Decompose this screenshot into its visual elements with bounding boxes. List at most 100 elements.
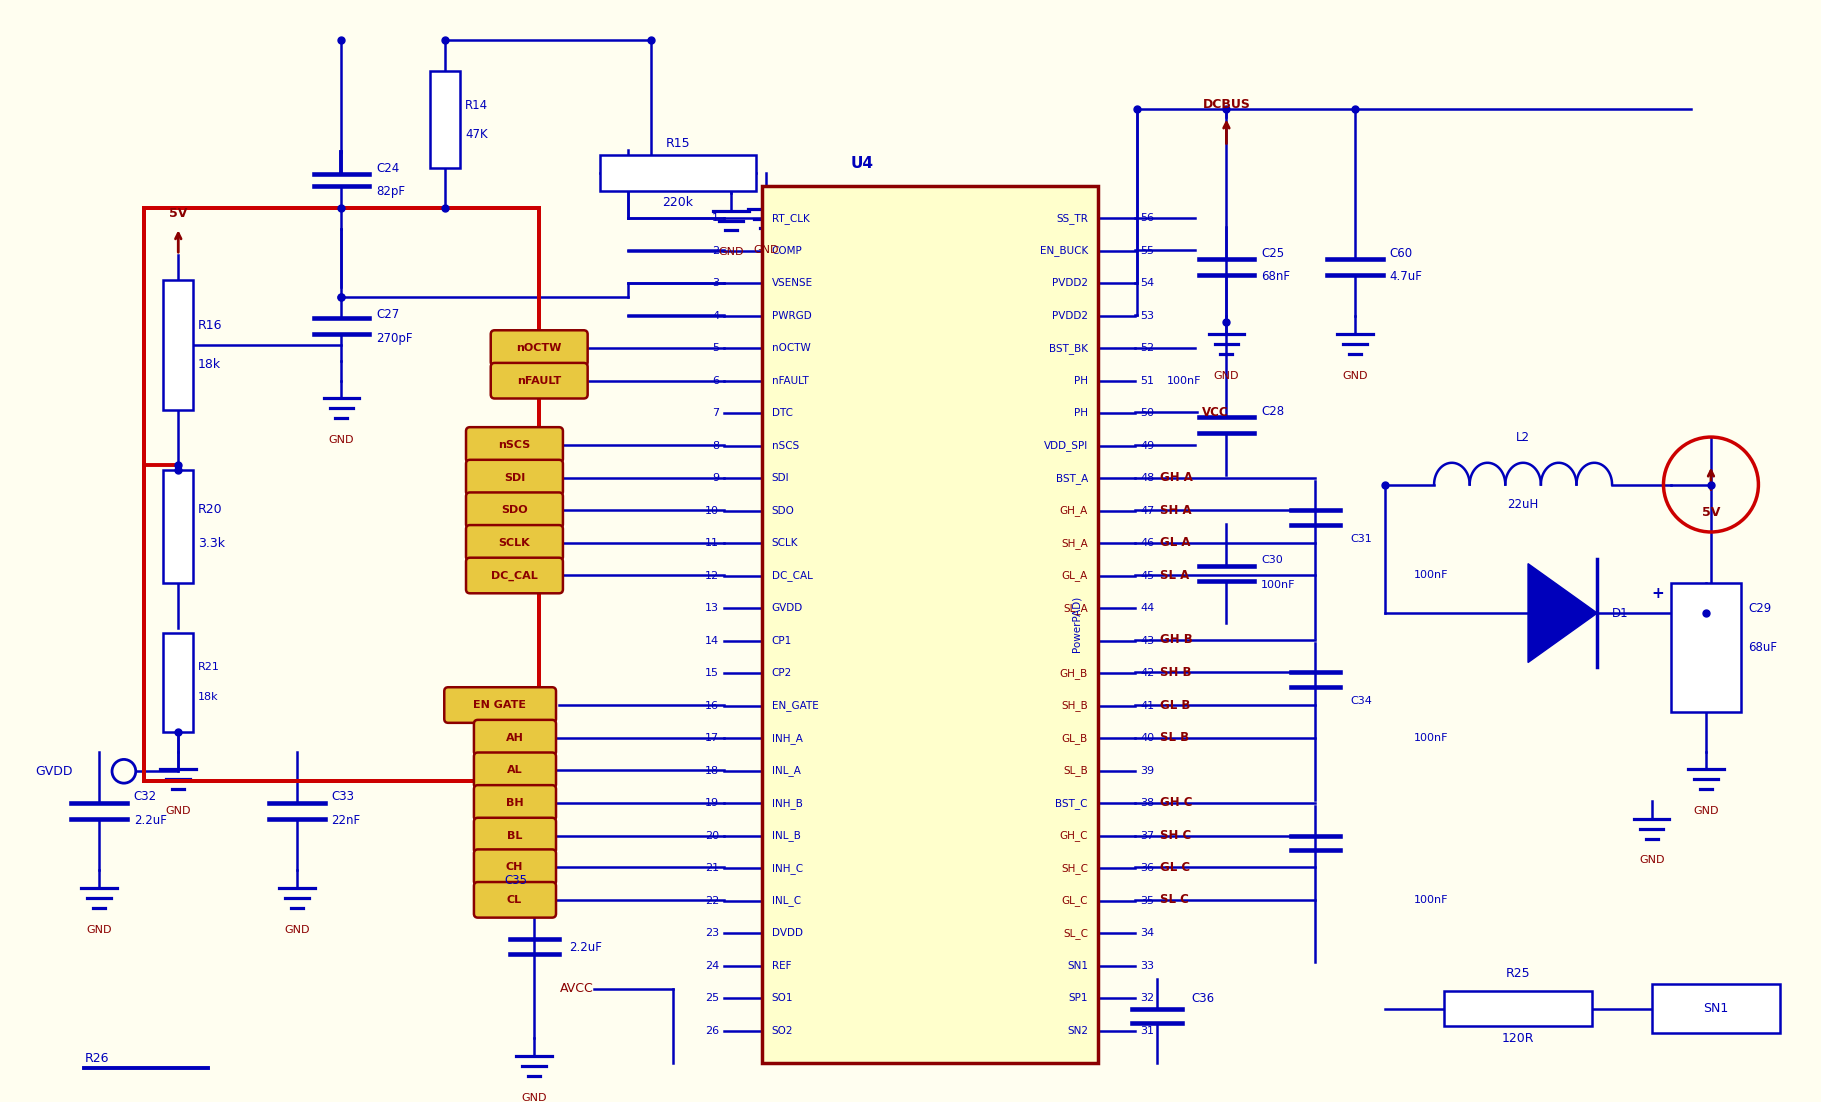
Text: C27: C27 bbox=[377, 307, 399, 321]
FancyBboxPatch shape bbox=[473, 753, 555, 788]
Text: SN1: SN1 bbox=[1067, 961, 1087, 971]
Text: 100nF: 100nF bbox=[1167, 376, 1202, 386]
Text: SH B: SH B bbox=[1160, 666, 1191, 679]
Text: C31: C31 bbox=[1349, 533, 1371, 544]
Text: INH_A: INH_A bbox=[772, 733, 803, 744]
Text: VCC: VCC bbox=[1202, 406, 1229, 419]
Text: EN_BUCK: EN_BUCK bbox=[1040, 246, 1087, 257]
Text: 17: 17 bbox=[705, 733, 719, 743]
Text: GL_B: GL_B bbox=[1062, 733, 1087, 744]
Text: SO1: SO1 bbox=[772, 993, 794, 1003]
Text: CH: CH bbox=[506, 862, 523, 872]
Text: 50: 50 bbox=[1140, 409, 1155, 419]
Text: BST_BK: BST_BK bbox=[1049, 343, 1087, 354]
FancyBboxPatch shape bbox=[466, 428, 563, 463]
Text: 82pF: 82pF bbox=[377, 185, 404, 198]
Text: SDO: SDO bbox=[772, 506, 794, 516]
Text: nFAULT: nFAULT bbox=[517, 376, 561, 386]
Text: 270pF: 270pF bbox=[377, 332, 413, 345]
Text: EN GATE: EN GATE bbox=[473, 700, 526, 710]
Text: 2.2uF: 2.2uF bbox=[133, 814, 168, 828]
Text: SDO: SDO bbox=[501, 505, 528, 516]
Text: nSCS: nSCS bbox=[772, 441, 799, 451]
Text: SH C: SH C bbox=[1160, 829, 1191, 842]
Text: 37: 37 bbox=[1140, 831, 1155, 841]
Text: 44: 44 bbox=[1140, 603, 1155, 613]
Text: C24: C24 bbox=[377, 162, 399, 174]
Text: DVDD: DVDD bbox=[772, 928, 803, 938]
FancyBboxPatch shape bbox=[473, 720, 555, 756]
Text: SL C: SL C bbox=[1160, 894, 1189, 906]
Text: 24: 24 bbox=[705, 961, 719, 971]
Text: PWRGD: PWRGD bbox=[772, 311, 812, 321]
Text: INL_C: INL_C bbox=[772, 895, 801, 906]
Text: 100nF: 100nF bbox=[1415, 895, 1450, 905]
Text: R21: R21 bbox=[198, 662, 220, 672]
Text: 12: 12 bbox=[705, 571, 719, 581]
Text: 55: 55 bbox=[1140, 246, 1155, 256]
Text: AVCC: AVCC bbox=[559, 982, 594, 995]
Text: 7: 7 bbox=[712, 409, 719, 419]
Text: INL_B: INL_B bbox=[772, 830, 801, 841]
Text: COMP: COMP bbox=[772, 246, 803, 256]
Text: 22: 22 bbox=[705, 896, 719, 906]
Text: C32: C32 bbox=[133, 790, 157, 803]
Text: R25: R25 bbox=[1506, 966, 1530, 980]
Text: GND: GND bbox=[752, 246, 778, 256]
Text: 43: 43 bbox=[1140, 636, 1155, 646]
Text: 5V: 5V bbox=[169, 207, 188, 220]
Text: nOCTW: nOCTW bbox=[772, 344, 810, 354]
FancyBboxPatch shape bbox=[473, 850, 555, 885]
Text: 11: 11 bbox=[705, 538, 719, 548]
FancyBboxPatch shape bbox=[473, 882, 555, 918]
Text: 35: 35 bbox=[1140, 896, 1155, 906]
FancyBboxPatch shape bbox=[490, 363, 588, 399]
Text: 4: 4 bbox=[712, 311, 719, 321]
Text: VSENSE: VSENSE bbox=[772, 279, 812, 289]
Text: BST_C: BST_C bbox=[1056, 798, 1087, 809]
Polygon shape bbox=[1528, 563, 1597, 662]
Text: 52: 52 bbox=[1140, 344, 1155, 354]
Bar bbox=[164, 469, 193, 583]
Text: 5: 5 bbox=[712, 344, 719, 354]
Text: C29: C29 bbox=[1748, 602, 1772, 615]
Text: 100nF: 100nF bbox=[1260, 581, 1295, 591]
Text: C33: C33 bbox=[331, 790, 355, 803]
Text: nOCTW: nOCTW bbox=[517, 343, 563, 353]
Text: AL: AL bbox=[506, 765, 523, 776]
Text: 41: 41 bbox=[1140, 701, 1155, 711]
Text: 33: 33 bbox=[1140, 961, 1155, 971]
Text: 100nF: 100nF bbox=[1415, 571, 1450, 581]
Text: 45: 45 bbox=[1140, 571, 1155, 581]
Text: 1: 1 bbox=[712, 214, 719, 224]
Text: SN2: SN2 bbox=[1067, 1026, 1087, 1036]
Text: GND: GND bbox=[521, 1093, 546, 1102]
Bar bbox=[761, 186, 1098, 1063]
Bar bbox=[1652, 984, 1781, 1034]
Text: GL_A: GL_A bbox=[1062, 570, 1087, 581]
Text: 38: 38 bbox=[1140, 798, 1155, 808]
Text: GND: GND bbox=[1342, 370, 1368, 381]
Text: SO2: SO2 bbox=[772, 1026, 794, 1036]
Text: GVDD: GVDD bbox=[35, 765, 73, 778]
Text: GND: GND bbox=[86, 925, 111, 934]
FancyBboxPatch shape bbox=[466, 525, 563, 561]
Text: R15: R15 bbox=[665, 137, 690, 150]
FancyBboxPatch shape bbox=[466, 558, 563, 593]
Text: DC_CAL: DC_CAL bbox=[772, 570, 812, 581]
Text: VDD_SPI: VDD_SPI bbox=[1043, 441, 1087, 451]
Text: 32: 32 bbox=[1140, 993, 1155, 1003]
Text: DCBUS: DCBUS bbox=[1202, 98, 1251, 111]
Bar bbox=[164, 280, 193, 410]
Text: GND: GND bbox=[1694, 806, 1719, 815]
Text: 56: 56 bbox=[1140, 214, 1155, 224]
Text: 5V: 5V bbox=[1703, 506, 1721, 519]
Bar bbox=[144, 207, 539, 781]
Text: 2: 2 bbox=[712, 246, 719, 256]
Text: 18k: 18k bbox=[198, 358, 220, 371]
Text: DC_CAL: DC_CAL bbox=[492, 571, 537, 581]
Text: SS_TR: SS_TR bbox=[1056, 213, 1087, 224]
Text: GND: GND bbox=[717, 247, 743, 257]
Text: 18k: 18k bbox=[198, 692, 219, 702]
Text: SCLK: SCLK bbox=[772, 538, 798, 548]
